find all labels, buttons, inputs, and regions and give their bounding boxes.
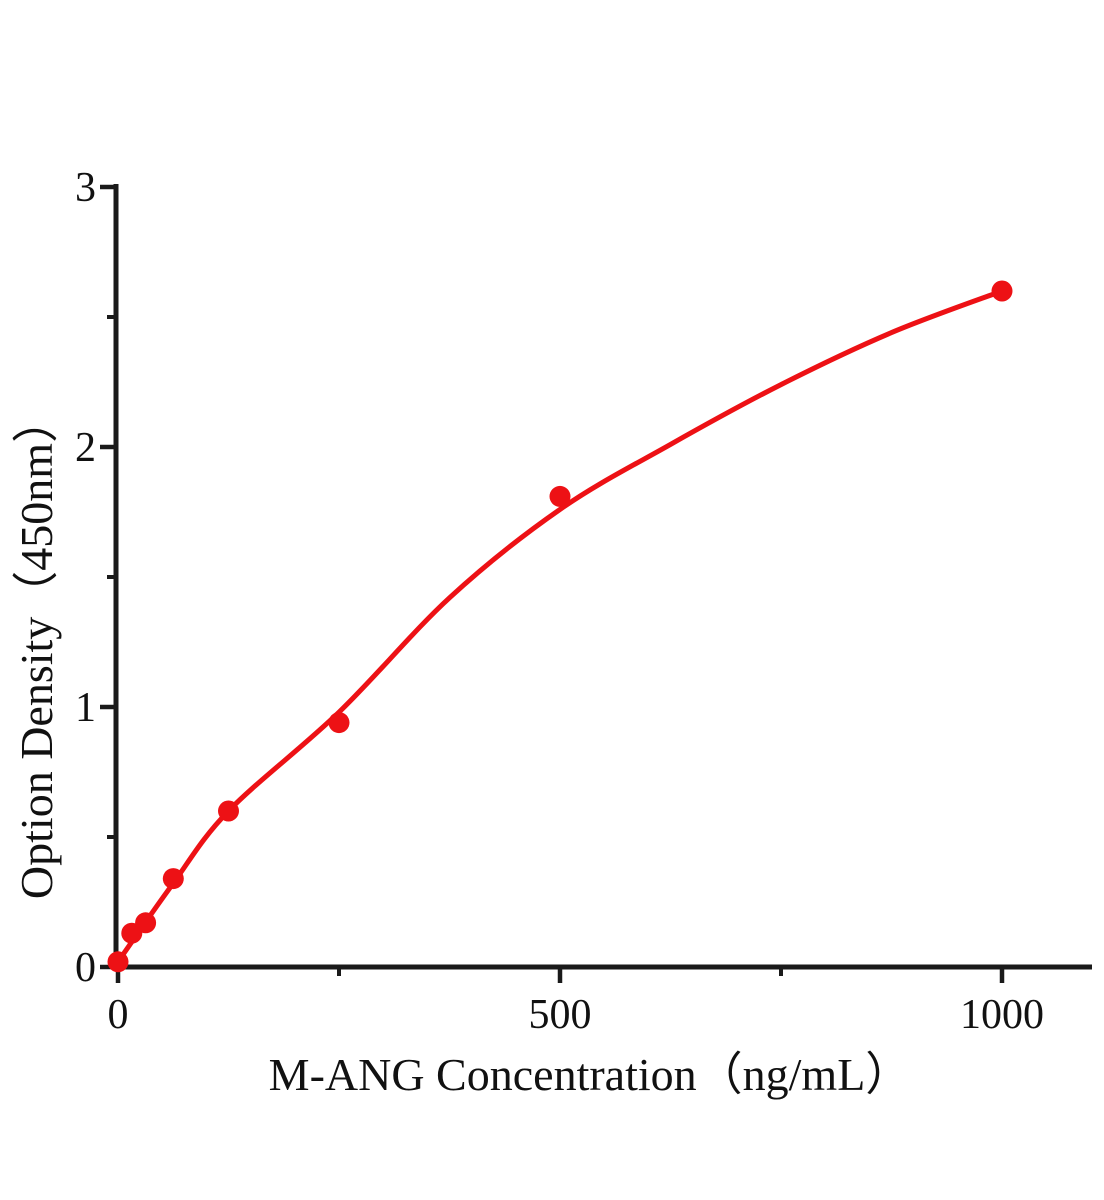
- data-point: [162, 868, 184, 890]
- data-point: [549, 485, 571, 507]
- y-axis-title: Option Density（450nm）: [11, 397, 62, 899]
- axes: [113, 184, 1092, 970]
- data-point: [218, 800, 239, 822]
- data-point: [107, 951, 129, 973]
- data-point: [135, 912, 157, 934]
- x-tick-label: 1000: [960, 992, 1044, 1038]
- data-points: [107, 280, 1013, 973]
- y-tick-label: 3: [75, 165, 96, 211]
- data-point: [991, 280, 1013, 302]
- data-point: [328, 712, 350, 734]
- x-tick-label: 500: [529, 992, 592, 1038]
- x-tick-label: 0: [108, 992, 129, 1038]
- y-tick-label: 1: [75, 685, 96, 731]
- y-tick-label: 2: [75, 425, 96, 471]
- x-axis-title: M-ANG Concentration（ng/mL）: [269, 1049, 912, 1100]
- y-tick-label: 0: [75, 945, 96, 991]
- axis-tick-labels: 0 1 2 3 0 500 1000: [75, 165, 1044, 1038]
- fit-curve: [115, 288, 1003, 964]
- axis-ticks: [100, 184, 1005, 983]
